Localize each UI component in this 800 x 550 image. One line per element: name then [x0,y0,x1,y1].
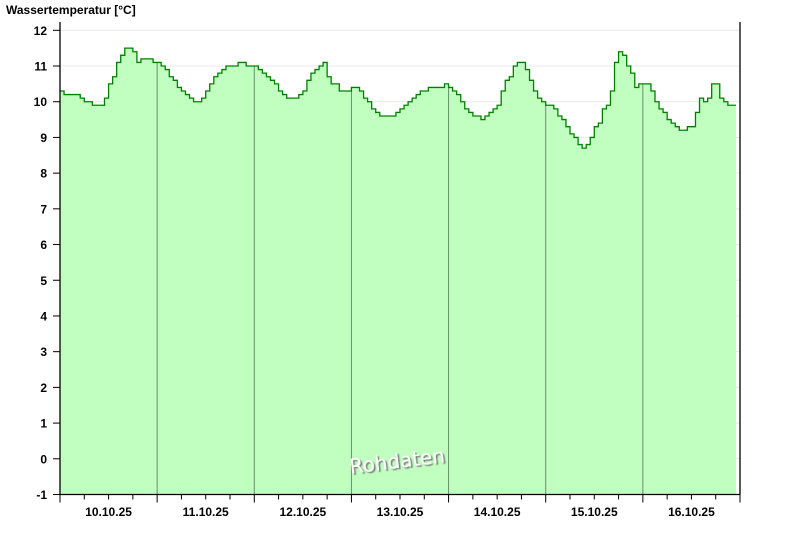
x-tick-label: 14.10.25 [474,505,521,519]
y-tick-label: 12 [34,24,48,38]
chart-title: Wassertemperatur [°C] [6,3,136,17]
y-tick-label: 4 [40,309,47,323]
y-tick-label: 7 [40,202,47,216]
y-tick-label: 10 [34,95,48,109]
x-tick-label: 13.10.25 [377,505,424,519]
y-tick-label: 3 [40,345,47,359]
y-tick-label: 11 [34,60,47,74]
y-tick-label: 8 [40,167,47,181]
y-tick-label: 0 [40,452,47,466]
day-separators [156,62,644,495]
y-tick-label: 1 [40,417,47,431]
temperature-line [60,47,736,149]
x-tick-label: 11.10.25 [183,505,229,519]
temperature-area [60,48,736,495]
x-axis: 10.10.25 11.10.25 12.10.25 13.10.25 14.10.25… [59,494,741,519]
y-tick-label: 9 [40,131,47,145]
x-tick-label: 15.10.25 [571,505,618,519]
x-tick-label: 10.10.25 [85,505,132,519]
y-tick-label: -1 [36,488,47,502]
x-tick-label: 12.10.25 [279,505,326,519]
x-tick-label: 16.10.25 [668,505,715,519]
y-tick-label: 2 [40,381,47,395]
y-tick-label: 6 [40,238,47,252]
y-tick-label: 5 [40,274,47,288]
